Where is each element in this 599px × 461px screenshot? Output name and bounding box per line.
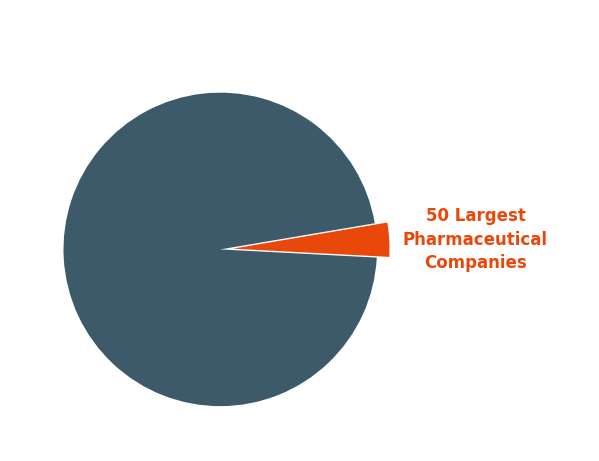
Text: Publications in the Life & Medical Science Sector 2019-2020: Publications in the Life & Medical Scien… bbox=[0, 9, 599, 29]
Text: 50 Largest
Pharmaceutical
Companies: 50 Largest Pharmaceutical Companies bbox=[403, 207, 548, 272]
Wedge shape bbox=[63, 93, 377, 406]
Wedge shape bbox=[233, 223, 389, 257]
